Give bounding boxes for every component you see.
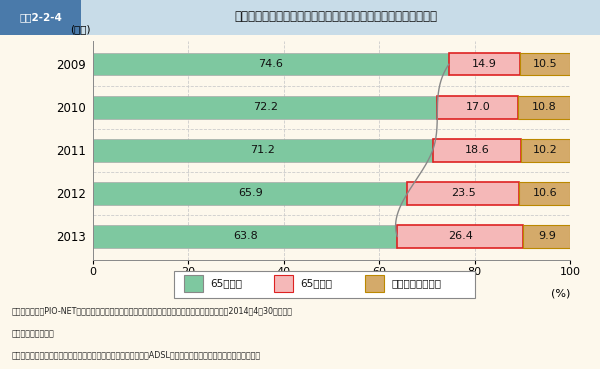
Bar (407, 182, 520, 204)
Text: ２．「インターネット接続回線」とは、光ファイバーやADSL等の料金やサービスの内容に関するもの。: ２．「インターネット接続回線」とは、光ファイバーやADSL等の料金やサービスの内… (12, 350, 261, 359)
Bar (93, 139, 433, 162)
Bar (174, 271, 475, 298)
Text: 72.2: 72.2 (253, 102, 278, 112)
Bar (365, 275, 384, 292)
Text: 「インターネット接続回線」に関する高齢者の相談の割合が増加: 「インターネット接続回線」に関する高齢者の相談の割合が増加 (235, 10, 437, 23)
Text: 74.6: 74.6 (259, 59, 283, 69)
Bar (521, 139, 570, 162)
Bar (437, 96, 518, 118)
Bar (518, 96, 570, 118)
Text: 17.0: 17.0 (466, 102, 490, 112)
Bar (93, 182, 407, 204)
Text: (年度): (年度) (70, 24, 91, 34)
Text: 23.5: 23.5 (451, 189, 476, 199)
Text: (%): (%) (551, 289, 570, 299)
Text: 26.4: 26.4 (448, 231, 473, 241)
Text: 図表2-2-4: 図表2-2-4 (19, 12, 62, 22)
Bar (274, 275, 293, 292)
Bar (93, 96, 437, 118)
Bar (449, 53, 520, 75)
Text: 14.9: 14.9 (472, 59, 497, 69)
Text: 10.6: 10.6 (532, 189, 557, 199)
Text: 71.2: 71.2 (250, 145, 275, 155)
Bar (520, 182, 570, 204)
Text: 65.9: 65.9 (238, 189, 263, 199)
Text: 65歳以上: 65歳以上 (301, 279, 332, 289)
Bar (520, 53, 570, 75)
Bar (93, 225, 397, 248)
Bar (93, 53, 449, 75)
Text: 63.8: 63.8 (233, 231, 257, 241)
Text: 9.9: 9.9 (538, 231, 556, 241)
Text: 10.5: 10.5 (533, 59, 557, 69)
Bar (433, 139, 521, 162)
Bar (523, 225, 571, 248)
Text: （備考）　１．PIO-NETに登録された「インターネット接続回線」に関する消費生活相談情報（2014年4月30日までの: （備考） １．PIO-NETに登録された「インターネット接続回線」に関する消費生… (12, 306, 293, 315)
Text: 登録分）。: 登録分）。 (12, 330, 55, 338)
Text: 18.6: 18.6 (464, 145, 490, 155)
Bar (397, 225, 523, 248)
Text: 65歳未満: 65歳未満 (210, 279, 242, 289)
Bar (184, 275, 203, 292)
Bar (81, 0, 600, 35)
Text: 10.2: 10.2 (533, 145, 558, 155)
Text: 10.8: 10.8 (532, 102, 557, 112)
Text: 無回答（未入力）: 無回答（未入力） (391, 279, 441, 289)
Bar (0, 0, 81, 35)
